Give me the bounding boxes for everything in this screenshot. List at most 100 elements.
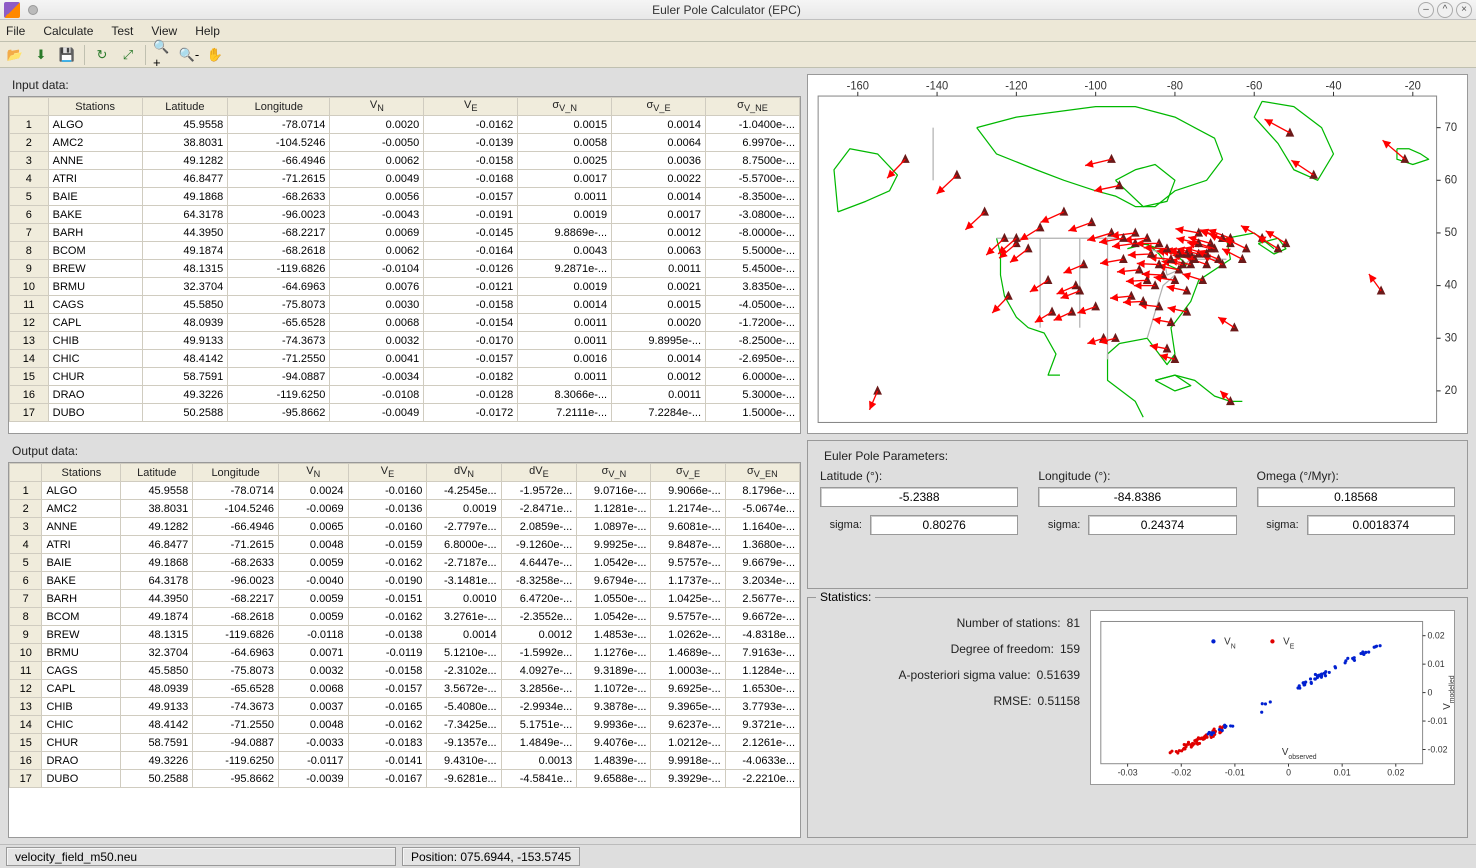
euler-sigma-omega-label: sigma:	[1257, 519, 1299, 531]
menu-calculate[interactable]: Calculate	[43, 24, 93, 38]
table-row[interactable]: 10BRMU32.3704-64.69630.0071-0.01195.1210…	[10, 644, 800, 662]
table-row[interactable]: 16DRAO49.3226-119.6250-0.0108-0.01288.30…	[10, 386, 800, 404]
fit-icon[interactable]: ⤢	[117, 44, 139, 66]
table-row[interactable]: 17DUBO50.2588-95.8662-0.0049-0.01727.211…	[10, 404, 800, 422]
table-row[interactable]: 11CAGS45.5850-75.80730.0030-0.01580.0014…	[10, 296, 800, 314]
table-row[interactable]: 7BARH44.3950-68.22170.0059-0.01510.00106…	[10, 590, 800, 608]
table-cell: 2.1261e-...	[725, 734, 799, 752]
table-header[interactable]: σV_N	[577, 464, 651, 482]
table-row[interactable]: 15CHUR58.7591-94.0887-0.0033-0.0183-9.13…	[10, 734, 800, 752]
pan-icon[interactable]: ✋	[204, 44, 226, 66]
table-header[interactable]: Longitude	[193, 464, 279, 482]
menu-view[interactable]: View	[151, 24, 177, 38]
table-row[interactable]: 8BCOM49.1874-68.26180.0062-0.01640.00430…	[10, 242, 800, 260]
import-icon[interactable]: ⬇	[30, 44, 52, 66]
menu-file[interactable]: File	[6, 24, 25, 38]
table-cell: -0.0160	[348, 482, 427, 500]
table-row[interactable]: 6BAKE64.3178-96.0023-0.0043-0.01910.0019…	[10, 206, 800, 224]
table-header[interactable]: σV_N	[518, 98, 612, 116]
status-filename: velocity_field_m50.neu	[6, 847, 396, 866]
table-cell: BRMU	[48, 278, 142, 296]
table-row[interactable]: 10BRMU32.3704-64.69630.0076-0.01210.0019…	[10, 278, 800, 296]
table-row[interactable]: 3ANNE49.1282-66.49460.0062-0.01580.00250…	[10, 152, 800, 170]
table-row[interactable]: 13CHIB49.9133-74.36730.0037-0.0165-5.408…	[10, 698, 800, 716]
app-icon	[4, 2, 20, 18]
table-header[interactable]: σV_EN	[725, 464, 799, 482]
table-header[interactable]: dVE	[501, 464, 577, 482]
euler-lon-value: -84.8386	[1038, 487, 1236, 507]
table-row[interactable]: 1ALGO45.9558-78.07140.0024-0.0160-4.2545…	[10, 482, 800, 500]
input-table-scroll[interactable]: StationsLatitudeLongitudeVNVEσV_NσV_EσV_…	[9, 97, 800, 433]
scatter-plot[interactable]: -0.03-0.02-0.0100.010.02-0.02-0.0100.010…	[1090, 610, 1455, 785]
table-cell: AMC2	[42, 500, 121, 518]
table-row[interactable]: 12CAPL48.0939-65.65280.0068-0.01540.0011…	[10, 314, 800, 332]
open-icon[interactable]: 📂	[4, 44, 26, 66]
table-header[interactable]: σV_NE	[706, 98, 800, 116]
map-area[interactable]: -160-140-120-100-80-60-40-20203040506070	[807, 74, 1468, 434]
table-row[interactable]: 9BREW48.1315-119.6826-0.0118-0.01380.001…	[10, 626, 800, 644]
table-cell: -119.6826	[228, 260, 330, 278]
table-header[interactable]: Latitude	[121, 464, 193, 482]
zoom-in-icon[interactable]: 🔍+	[152, 44, 174, 66]
table-header[interactable]: σV_E	[651, 464, 725, 482]
table-row[interactable]: 7BARH44.3950-68.22170.0069-0.01459.8869e…	[10, 224, 800, 242]
table-cell: 9.4310e-...	[427, 752, 501, 770]
output-table: StationsLatitudeLongitudeVNVEdVNdVEσV_Nσ…	[9, 463, 800, 788]
zoom-out-icon[interactable]: 🔍-	[178, 44, 200, 66]
output-table-scroll[interactable]: StationsLatitudeLongitudeVNVEdVNdVEσV_Nσ…	[9, 463, 800, 837]
maximize-button[interactable]: ^	[1437, 2, 1453, 18]
table-header[interactable]: Latitude	[142, 98, 228, 116]
minimize-button[interactable]: –	[1418, 2, 1434, 18]
table-row[interactable]: 14CHIC48.4142-71.25500.0041-0.01570.0016…	[10, 350, 800, 368]
table-row[interactable]: 3ANNE49.1282-66.49460.0065-0.0160-2.7797…	[10, 518, 800, 536]
table-header[interactable]: Stations	[48, 98, 142, 116]
table-row[interactable]: 14CHIC48.4142-71.25500.0048-0.0162-7.342…	[10, 716, 800, 734]
table-cell: -64.6963	[193, 644, 279, 662]
save-icon[interactable]: 💾	[56, 44, 78, 66]
table-cell: -0.0162	[348, 608, 427, 626]
table-row[interactable]: 2AMC238.8031-104.5246-0.0050-0.01390.005…	[10, 134, 800, 152]
euler-legend: Euler Pole Parameters:	[820, 449, 952, 463]
table-header[interactable]: Longitude	[228, 98, 330, 116]
table-row[interactable]: 5BAIE49.1868-68.26330.0059-0.0162-2.7187…	[10, 554, 800, 572]
table-row[interactable]: 5BAIE49.1868-68.26330.0056-0.01570.00110…	[10, 188, 800, 206]
table-row[interactable]: 11CAGS45.5850-75.80730.0032-0.0158-2.310…	[10, 662, 800, 680]
table-row[interactable]: 4ATRI46.8477-71.26150.0048-0.01596.8000e…	[10, 536, 800, 554]
menu-test[interactable]: Test	[111, 24, 133, 38]
table-row[interactable]: 9BREW48.1315-119.6826-0.0104-0.01269.287…	[10, 260, 800, 278]
table-cell: -0.0108	[330, 386, 424, 404]
table-header[interactable]: dVN	[427, 464, 501, 482]
table-cell: 46.8477	[142, 170, 228, 188]
table-cell: DRAO	[48, 386, 142, 404]
table-row[interactable]: 8BCOM49.1874-68.26180.0059-0.01623.2761e…	[10, 608, 800, 626]
svg-text:-120: -120	[1005, 81, 1027, 93]
table-header[interactable]: VN	[279, 464, 349, 482]
table-cell: 0.0036	[612, 152, 706, 170]
table-cell: -0.0043	[330, 206, 424, 224]
table-cell: -95.8662	[228, 404, 330, 422]
table-row[interactable]: 2AMC238.8031-104.5246-0.0069-0.01360.001…	[10, 500, 800, 518]
table-row[interactable]: 17DUBO50.2588-95.8662-0.0039-0.0167-9.62…	[10, 770, 800, 788]
refresh-icon[interactable]: ↻	[91, 44, 113, 66]
table-header[interactable]: σV_E	[612, 98, 706, 116]
table-row[interactable]: 6BAKE64.3178-96.0023-0.0040-0.0190-3.148…	[10, 572, 800, 590]
table-cell: -1.0400e-...	[706, 116, 800, 134]
table-row[interactable]: 1ALGO45.9558-78.07140.0020-0.01620.00150…	[10, 116, 800, 134]
table-row[interactable]: 16DRAO49.3226-119.6250-0.0117-0.01419.43…	[10, 752, 800, 770]
close-button[interactable]: ×	[1456, 2, 1472, 18]
table-row[interactable]: 15CHUR58.7591-94.0887-0.0034-0.01820.001…	[10, 368, 800, 386]
table-cell: -3.1481e...	[427, 572, 501, 590]
table-cell: -65.6528	[228, 314, 330, 332]
statistics-legend: Statistics:	[816, 590, 875, 604]
table-header[interactable]: VN	[330, 98, 424, 116]
table-row[interactable]: 12CAPL48.0939-65.65280.0068-0.01573.5672…	[10, 680, 800, 698]
table-row[interactable]: 13CHIB49.9133-74.36730.0032-0.01700.0011…	[10, 332, 800, 350]
table-cell: -0.0104	[330, 260, 424, 278]
table-header[interactable]: Stations	[42, 464, 121, 482]
table-cell: 49.1868	[121, 554, 193, 572]
table-header[interactable]: VE	[424, 98, 518, 116]
table-cell: 0.0016	[518, 350, 612, 368]
table-row[interactable]: 4ATRI46.8477-71.26150.0049-0.01680.00170…	[10, 170, 800, 188]
menu-help[interactable]: Help	[195, 24, 220, 38]
table-header[interactable]: VE	[348, 464, 427, 482]
